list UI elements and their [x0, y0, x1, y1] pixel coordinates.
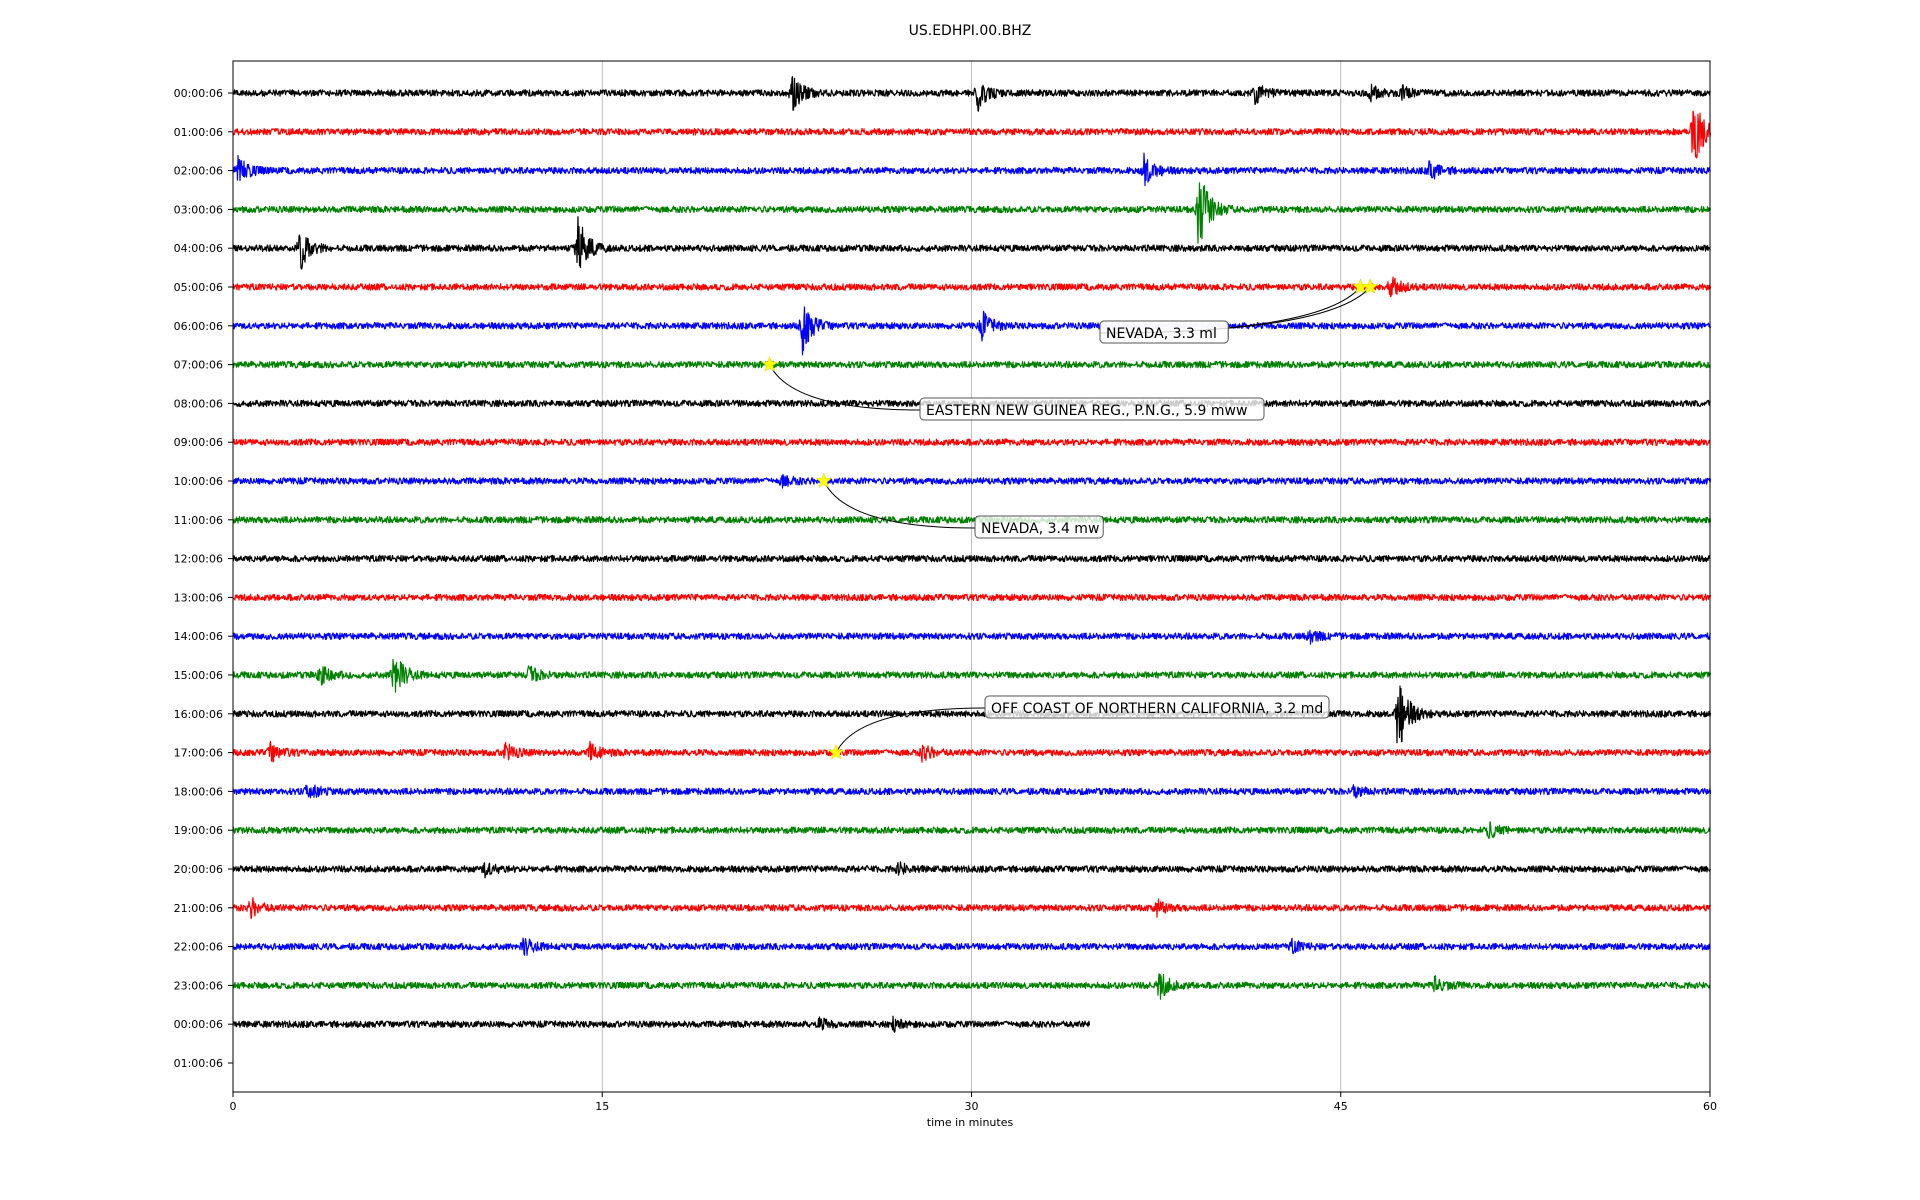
- annotation-box: [984, 695, 1330, 719]
- y-tick-label: 17:00:06: [174, 747, 223, 760]
- gridlines: [601, 61, 1342, 1092]
- y-tick-label: 19:00:06: [174, 824, 223, 837]
- annotation-connector: [769, 364, 921, 411]
- seismic-trace: [232, 897, 1712, 919]
- seismic-trace: [232, 182, 1712, 244]
- x-tick-label: 45: [1334, 1100, 1348, 1113]
- chart-title: US.EDHPI.00.BHZ: [909, 23, 1032, 39]
- seismic-trace: [232, 685, 1712, 744]
- axes: 0 15 30 45 60 00:00:06 01:00:06 02:00:06 03:00:0…: [174, 60, 1717, 1113]
- event-label: EASTERN NEW GUINEA REG., P.N.G., 5.9 mww: [926, 403, 1247, 419]
- y-tick-label: 21:00:06: [174, 902, 223, 915]
- event-label: NEVADA, 3.4 mw: [981, 521, 1099, 537]
- seismic-trace: [232, 216, 1711, 270]
- y-tick-label: 09:00:06: [174, 436, 223, 449]
- event-annotation: EASTERN NEW GUINEA REG., P.N.G., 5.9 mww: [761, 355, 1265, 421]
- seismic-trace: [232, 740, 1712, 763]
- x-tick-label: 0: [230, 1100, 237, 1113]
- y-tick-label: 23:00:06: [174, 979, 223, 992]
- seismic-trace: [232, 973, 1711, 1000]
- y-tick-label: 12:00:06: [174, 553, 223, 566]
- seismic-trace: [232, 658, 1712, 693]
- y-tick-label: 08:00:06: [174, 397, 223, 410]
- y-tick-label: 16:00:06: [174, 708, 223, 721]
- y-tick-label: 06:00:06: [174, 320, 223, 333]
- event-label: NEVADA, 3.3 ml: [1106, 326, 1217, 342]
- y-tick-label: 22:00:06: [174, 941, 223, 954]
- event-label: OFF COAST OF NORTHERN CALIFORNIA, 3.2 md: [991, 701, 1323, 717]
- y-tick-label: 11:00:06: [174, 514, 223, 527]
- x-axis-label: time in minutes: [927, 1116, 1014, 1129]
- y-tick-label: 00:00:06: [174, 87, 223, 100]
- x-tick-label: 60: [1703, 1100, 1717, 1113]
- y-tick-label: 14:00:06: [174, 630, 223, 643]
- seismic-trace: [232, 861, 1711, 879]
- seismic-trace: [232, 821, 1711, 840]
- event-star: [1362, 278, 1379, 295]
- y-tick-label: 05:00:06: [174, 281, 223, 294]
- event-annotation: NEVADA, 3.4 mw: [815, 472, 1104, 539]
- event-annotation: OFF COAST OF NORTHERN CALIFORNIA, 3.2 md: [827, 695, 1330, 760]
- annotation-box: [919, 397, 1265, 421]
- annotation-connector: [835, 707, 986, 753]
- y-tick-label: 18:00:06: [174, 785, 223, 798]
- event-star: [761, 355, 778, 372]
- seismic-trace: [232, 516, 1712, 524]
- seismic-trace: [232, 110, 1712, 159]
- y-tick-label: 20:00:06: [174, 863, 223, 876]
- seismic-trace: [232, 937, 1711, 956]
- y-tick-label: 04:00:06: [174, 242, 223, 255]
- seismic-trace: [232, 1015, 1091, 1033]
- seismic-trace: [232, 152, 1712, 187]
- event-star: [815, 472, 833, 489]
- x-tick-label: 30: [965, 1100, 979, 1113]
- annotation-box: [1099, 320, 1229, 344]
- y-tick-label: 00:00:06: [174, 1018, 223, 1031]
- y-tick-label: 01:00:06: [174, 1057, 223, 1070]
- seismic-trace: [232, 438, 1711, 446]
- seismic-trace: [232, 554, 1711, 563]
- annotation-box: [974, 515, 1104, 539]
- seismic-trace: [232, 784, 1712, 799]
- event-annotation: NEVADA, 3.3 ml: [1099, 278, 1379, 344]
- seismic-trace: [232, 629, 1712, 645]
- event-star: [827, 743, 845, 760]
- y-tick-label: 02:00:06: [174, 165, 223, 178]
- x-tick-label: 15: [595, 1100, 609, 1113]
- seismic-traces: [232, 76, 1712, 1033]
- seismic-trace: [232, 593, 1712, 602]
- y-tick-label: 15:00:06: [174, 669, 223, 682]
- seismic-trace: [232, 306, 1712, 356]
- y-tick-label: 01:00:06: [174, 126, 223, 139]
- seismic-trace: [232, 360, 1712, 369]
- seismic-trace: [232, 276, 1712, 298]
- annotation-connector: [823, 480, 976, 529]
- seismic-trace: [232, 76, 1711, 112]
- seismic-trace: [232, 473, 1712, 489]
- y-tick-label: 07:00:06: [174, 359, 223, 372]
- y-tick-label: 03:00:06: [174, 203, 223, 216]
- y-tick-label: 13:00:06: [174, 591, 223, 604]
- y-tick-label: 10:00:06: [174, 475, 223, 488]
